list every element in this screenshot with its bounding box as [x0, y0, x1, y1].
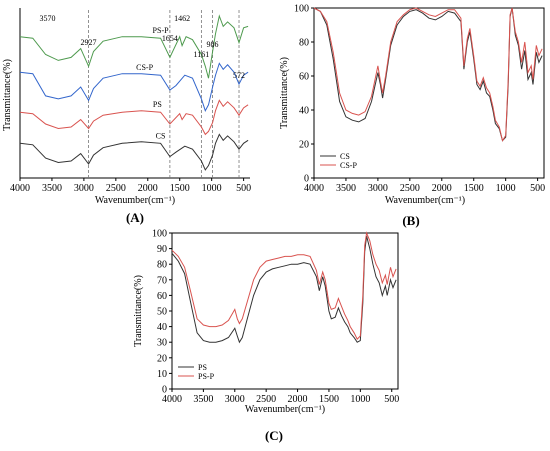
- panel-c-y-tick-label: 0: [162, 385, 167, 396]
- panel-b-y-tick-label: 0: [304, 174, 309, 185]
- panel-b-y-label: Transmittance(%): [279, 57, 290, 129]
- panel-c-panel-label: (C): [265, 428, 283, 443]
- panel-b-x-tick-label: 4000: [304, 183, 324, 194]
- panel-b-y-tick-label: 60: [299, 72, 309, 83]
- panel-c-y-tick-label: 100: [152, 229, 167, 240]
- panel-b-x-tick-label: 2500: [400, 183, 420, 194]
- panel-a-series-label-ps: PS: [153, 100, 162, 109]
- panel-b-x-tick-label: 500: [530, 183, 545, 194]
- panel-c-y-tick-label: 70: [157, 275, 167, 286]
- panel-a-y-label: Transmittance(%): [2, 59, 13, 131]
- panel-c-legend-label-ps: PS: [198, 363, 207, 372]
- panel-b-y-ticks: 0 20 40 60 80 100: [294, 4, 314, 185]
- panel-a-series-cs-line: [19, 133, 249, 171]
- panel-c: 0 10 20 30 40 50 60 70 80 90 100 4000 3500 3000 2500 2…: [133, 229, 399, 444]
- panel-c-x-tick-label: 3000: [225, 394, 245, 405]
- panel-c-x-tick-label: 4000: [162, 394, 182, 405]
- panel-a-x-tick-label: 500: [236, 183, 251, 194]
- panel-b-x-tick-label: 2000: [432, 183, 452, 194]
- panel-b-panel-label: (B): [402, 213, 419, 228]
- panel-c-series-ps-p-line: [171, 231, 397, 340]
- panel-c-x-tick-label: 3500: [193, 394, 213, 405]
- panel-b-x-label: Wavenumber(cm⁻¹): [385, 195, 465, 206]
- panel-c-y-tick-label: 10: [157, 369, 167, 380]
- panel-a-series-labels: PS-P CS-P PS CS: [136, 26, 169, 140]
- panel-a-x-tick-label: 4000: [10, 183, 30, 194]
- panel-a-peak-label-3570: 3570: [39, 14, 55, 23]
- panel-b-y-tick-label: 20: [299, 140, 309, 151]
- panel-a-peak-label-2927: 2927: [81, 38, 97, 47]
- panel-b-series: [313, 7, 543, 142]
- panel-c-y-tick-label: 40: [157, 322, 167, 333]
- panel-b: 0 20 40 60 80 100 4000 3500 3000 2500 2000 1500 100…: [279, 4, 545, 229]
- panel-c-y-tick-label: 90: [157, 244, 167, 255]
- panel-b-x-tick-label: 3500: [336, 183, 356, 194]
- panel-a-series-ps-line: [19, 99, 249, 136]
- panel-c-y-tick-label: 80: [157, 260, 167, 271]
- panel-c-x-tick-label: 1500: [319, 394, 339, 405]
- panel-c-series: [171, 231, 397, 344]
- panel-a-x-ticks: 4000 3500 3000 2500 2000 1500 1000 500: [10, 178, 251, 194]
- panel-b-series-cs-line: [313, 7, 543, 142]
- panel-b-x-tick-label: 1500: [464, 183, 484, 194]
- panel-c-y-ticks: 0 10 20 30 40 50 60 70 80 90 100: [152, 229, 172, 396]
- panel-c-x-tick-label: 500: [384, 394, 399, 405]
- panel-a-peak-label-1161: 1161: [194, 50, 210, 59]
- panel-a-peak-label-1462: 1462: [174, 14, 190, 23]
- panel-a-x-tick-label: 3500: [42, 183, 62, 194]
- panel-c-y-tick-label: 50: [157, 307, 167, 318]
- panel-a-series-label-cs: CS: [156, 131, 166, 140]
- panel-a-panel-label: (A): [126, 210, 144, 225]
- panel-b-y-tick-label: 80: [299, 38, 309, 49]
- panel-c-legend-label-ps-p: PS-P: [198, 372, 215, 381]
- panel-b-frame: [313, 7, 545, 179]
- panel-c-y-tick-label: 60: [157, 291, 167, 302]
- panel-b-legend-label-cs: CS: [340, 152, 350, 161]
- panel-a-peak-label-572: 572: [233, 71, 245, 80]
- panel-a-series-cs-p-line: [19, 62, 249, 112]
- panel-a-x-tick-label: 3000: [74, 183, 94, 194]
- panel-b-series-cs-p-line: [313, 7, 543, 142]
- panel-b-legend-label-cs-p: CS-P: [340, 161, 357, 170]
- panel-b-y-tick-label: 100: [294, 4, 309, 15]
- panel-a-peak-label-1654: 1654: [162, 34, 178, 43]
- panel-a-peak-label-986: 986: [207, 40, 219, 49]
- panel-c-y-tick-label: 30: [157, 338, 167, 349]
- panel-c-series-ps-line: [171, 235, 397, 344]
- panel-a-x-tick-label: 2000: [138, 183, 158, 194]
- panel-c-y-tick-label: 20: [157, 353, 167, 364]
- panel-a-series: [19, 14, 249, 171]
- panel-a-x-tick-label: 2500: [106, 183, 126, 194]
- panel-a-x-tick-label: 1500: [170, 183, 190, 194]
- panel-b-y-tick-label: 40: [299, 106, 309, 117]
- panel-a-x-tick-label: 1000: [202, 183, 222, 194]
- panel-c-x-ticks: 4000 3500 3000 2500 2000 1500 1000 500: [162, 389, 399, 405]
- panel-c-x-tick-label: 1000: [350, 394, 370, 405]
- panel-c-x-tick-label: 2500: [256, 394, 276, 405]
- panel-a-series-ps-p-line: [19, 14, 249, 79]
- panel-c-x-label: Wavenumber(cm⁻¹): [245, 404, 325, 415]
- panel-c-y-label: Transmittance(%): [133, 275, 144, 347]
- panel-a-reference-lines: [88, 10, 240, 178]
- panel-b-x-tick-label: 1000: [496, 183, 516, 194]
- panel-a-x-label: Wavenumber(cm⁻¹): [95, 195, 175, 206]
- panel-a-series-label-cs-p: CS-P: [136, 63, 153, 72]
- panel-b-x-tick-label: 3000: [368, 183, 388, 194]
- panel-c-x-tick-label: 2000: [288, 394, 308, 405]
- panel-b-x-ticks: 4000 3500 3000 2500 2000 1500 1000 500: [304, 178, 545, 194]
- panel-a-series-label-ps-p: PS-P: [153, 26, 170, 35]
